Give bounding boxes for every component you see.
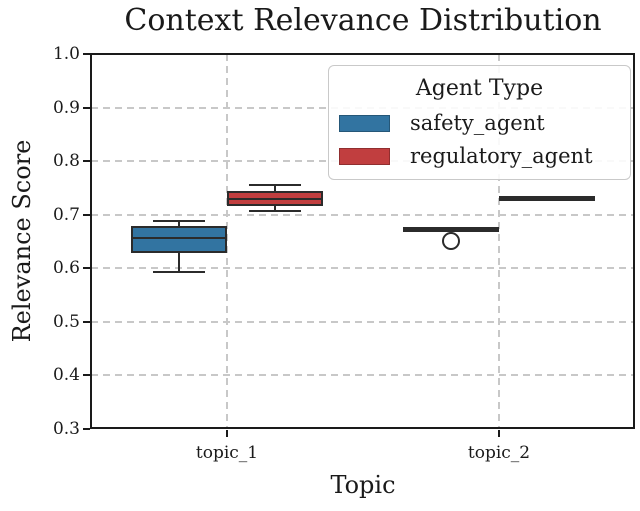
- whisker-lower-safety_agent-topic_1: [178, 251, 180, 273]
- box-safety_agent-topic_1: [131, 226, 227, 254]
- x-tick-label: topic_1: [195, 443, 259, 463]
- y-tick-label: 0.3: [52, 419, 80, 439]
- median-regulatory_agent-topic_1: [229, 198, 321, 201]
- median-safety_agent-topic_1: [133, 236, 225, 239]
- whisker-upper-regulatory_agent-topic_1: [274, 185, 276, 194]
- legend-swatch-safety-agent: [339, 115, 390, 132]
- whisker-upper-safety_agent-topic_1: [178, 221, 180, 229]
- x-axis-label: Topic: [330, 471, 396, 499]
- legend-swatch-regulatory-agent: [339, 148, 390, 165]
- y-tick-label: 0.5: [52, 311, 80, 332]
- x-gridline: [226, 54, 228, 429]
- y-tick: [83, 53, 90, 55]
- cap-lower-regulatory_agent-topic_1: [249, 209, 301, 213]
- median-safety_agent-topic_2: [405, 228, 497, 231]
- y-tick-label: 0.9: [52, 97, 80, 118]
- y-gridline: [91, 267, 635, 270]
- y-tick-label: 0.7: [52, 204, 80, 225]
- legend: Agent Type safety_agent regulatory_agent: [328, 65, 631, 180]
- cap-upper-safety_agent-topic_1: [153, 220, 205, 223]
- median-regulatory_agent-topic_2: [501, 197, 593, 200]
- y-gridline: [91, 320, 635, 323]
- chart-title: Context Relevance Distribution: [124, 3, 602, 38]
- y-tick: [83, 428, 90, 430]
- y-gridline: [91, 374, 635, 377]
- y-tick-label: 0.6: [52, 258, 80, 279]
- y-tick: [83, 106, 90, 109]
- y-gridline: [91, 213, 635, 216]
- y-tick: [83, 160, 90, 163]
- y-tick: [83, 267, 90, 270]
- y-tick-label: 0.8: [52, 151, 80, 172]
- legend-label-regulatory-agent: regulatory_agent: [410, 144, 593, 168]
- legend-title: Agent Type: [415, 76, 544, 101]
- y-tick-label: 0.4: [52, 365, 80, 386]
- y-tick: [83, 320, 90, 323]
- y-axis-label: Relevance Score: [8, 139, 36, 343]
- whisker-lower-regulatory_agent-topic_1: [274, 204, 276, 211]
- outlier-marker-safety_agent-topic_2: [441, 232, 460, 250]
- cap-upper-regulatory_agent-topic_1: [249, 184, 301, 187]
- plot-border: [90, 53, 635, 429]
- x-tick: [498, 430, 500, 437]
- y-tick: [83, 213, 90, 216]
- x-tick: [226, 430, 228, 437]
- y-tick-label: 1.0: [52, 44, 80, 64]
- x-gridline: [498, 54, 500, 429]
- cap-lower-safety_agent-topic_1: [153, 271, 205, 274]
- x-tick-label: topic_2: [467, 443, 531, 463]
- legend-label-safety-agent: safety_agent: [410, 111, 545, 135]
- y-tick: [83, 374, 90, 377]
